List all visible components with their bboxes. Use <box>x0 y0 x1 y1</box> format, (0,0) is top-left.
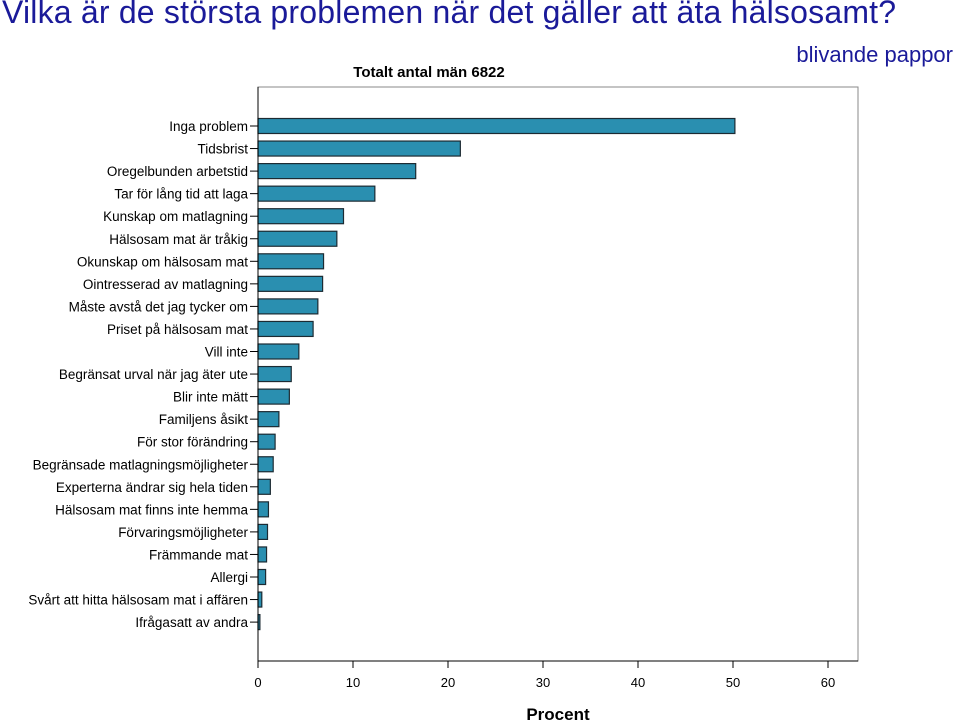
bar-6 <box>257 230 338 247</box>
category-label: Förvaringsmöjligheter <box>118 525 248 540</box>
category-label: Tidsbrist <box>197 142 248 157</box>
category-label: Främmande mat <box>149 547 248 562</box>
slide-subheading: blivande pappor <box>796 42 953 67</box>
bar-14 <box>257 411 280 428</box>
x-axis-title: Procent <box>526 705 590 723</box>
slide-heading: Vilka är de största problemen när det gä… <box>2 0 897 30</box>
category-label: Hälsosam mat är tråkig <box>109 232 248 247</box>
category-label: Ointresserad av matlagning <box>83 277 248 292</box>
bar-2 <box>257 140 461 157</box>
bar-15 <box>257 433 276 450</box>
x-tick-label: 40 <box>631 675 645 690</box>
category-labels: Inga problem Tidsbrist Oregelbunden arbets… <box>28 119 258 630</box>
category-label: Okunskap om hälsosam mat <box>77 254 248 269</box>
bars-group <box>257 117 736 631</box>
bar-8 <box>257 275 324 292</box>
bar-16 <box>257 456 274 473</box>
category-label: Måste avstå det jag tycker om <box>69 299 248 314</box>
category-label: Allergi <box>210 570 248 585</box>
category-label: Priset på hälsosam mat <box>107 322 248 337</box>
x-axis: 0 10 20 30 40 50 60 <box>254 87 858 690</box>
x-tick-label: 60 <box>821 675 835 690</box>
x-tick-label: 10 <box>346 675 360 690</box>
bar-1 <box>257 117 736 135</box>
category-label: Begränsat urval när jag äter ute <box>59 367 248 382</box>
category-label: Familjens åsikt <box>159 412 249 427</box>
category-label: Vill inte <box>205 345 248 360</box>
bar-3 <box>257 163 417 180</box>
bar-9 <box>257 298 319 315</box>
bar-19 <box>257 523 269 541</box>
chart-title: Totalt antal män 6822 <box>353 64 504 81</box>
bar-18 <box>257 501 270 518</box>
bar-13 <box>257 388 290 405</box>
category-label: Experterna ändrar sig hela tiden <box>56 480 248 495</box>
bar-22 <box>257 591 263 608</box>
category-label: Begränsade matlagningsmöjligheter <box>33 457 249 472</box>
x-tick-label: 0 <box>254 675 261 690</box>
category-label: Kunskap om matlagning <box>103 209 248 224</box>
category-label: Ifrågasatt av andra <box>135 615 248 630</box>
category-label: Svårt att hitta hälsosam mat i affären <box>28 593 248 608</box>
bar-17 <box>257 478 271 495</box>
category-label: För stor förändring <box>137 435 248 450</box>
bar-11 <box>257 343 300 360</box>
bar-20 <box>257 546 268 563</box>
x-tick-label: 30 <box>536 675 550 690</box>
category-label: Inga problem <box>169 119 248 134</box>
bar-7 <box>257 253 325 270</box>
x-tick-label: 20 <box>441 675 455 690</box>
category-label: Blir inte mätt <box>173 390 248 405</box>
category-label: Tar för lång tid att laga <box>114 187 248 202</box>
bar-5 <box>257 208 345 225</box>
x-tick-label: 50 <box>726 675 740 690</box>
category-label: Hälsosam mat finns inte hemma <box>55 502 248 517</box>
bar-21 <box>257 568 267 586</box>
bar-4 <box>257 185 376 202</box>
bar-10 <box>257 320 314 338</box>
category-label: Oregelbunden arbetstid <box>107 164 248 179</box>
bar-12 <box>257 365 292 383</box>
